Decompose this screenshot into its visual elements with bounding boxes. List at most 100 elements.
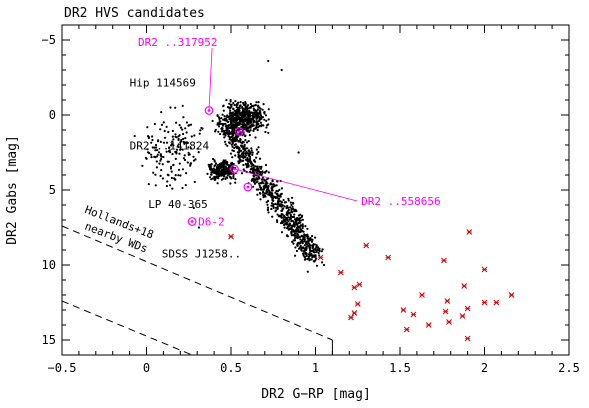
star-dot: [150, 153, 153, 156]
y-tick-label: 10: [42, 258, 56, 272]
star-dot: [308, 255, 311, 258]
star-dot: [251, 153, 254, 156]
star-dot: [242, 124, 245, 127]
star-dot: [301, 218, 304, 221]
star-dot: [305, 248, 308, 252]
star-dot: [231, 149, 234, 152]
star-dot: [178, 124, 181, 127]
hvs-candidate-cross: [351, 310, 358, 316]
star-dot: [280, 192, 283, 195]
star-dot: [156, 153, 159, 156]
star-dot: [284, 220, 287, 223]
star-dot: [231, 156, 234, 159]
star-dot: [244, 108, 247, 112]
star-dot: [315, 264, 319, 267]
star-dot: [167, 160, 170, 163]
star-dot: [185, 172, 188, 175]
star-dot: [229, 176, 232, 179]
star-dot: [301, 242, 304, 245]
star-dot: [166, 180, 169, 183]
star-dot: [225, 124, 228, 127]
star-dot: [265, 126, 268, 129]
star-dot: [182, 140, 185, 144]
hvs-candidate-cross: [461, 283, 468, 289]
hvs-candidate-cross: [464, 335, 471, 342]
star-dot: [217, 177, 220, 180]
star-dot: [206, 172, 209, 175]
star-dot: [313, 260, 316, 263]
star-dot: [225, 99, 228, 102]
star-dot: [230, 135, 233, 139]
star-dot: [250, 165, 253, 168]
star-dot: [222, 104, 225, 107]
star-dot: [260, 116, 263, 119]
star-dot: [300, 234, 303, 237]
star-dot: [296, 223, 299, 226]
star-dot: [265, 170, 268, 173]
star-dot: [267, 108, 270, 111]
star-dot: [241, 140, 244, 143]
star-dot: [299, 238, 302, 241]
star-dot: [263, 118, 266, 121]
star-dot: [246, 152, 250, 155]
star-dot: [295, 249, 298, 253]
star-dot: [193, 134, 196, 137]
star-dot: [238, 107, 241, 110]
star-dot: [275, 184, 278, 187]
star-dot: [267, 211, 270, 214]
star-dot: [280, 231, 284, 234]
star-dot: [283, 226, 286, 229]
star-dot: [276, 190, 279, 193]
star-dot: [299, 213, 302, 216]
star-dot: [234, 100, 237, 103]
star-dot: [252, 167, 255, 170]
star-dot: [155, 155, 158, 158]
star-dot: [282, 218, 285, 221]
star-dot: [250, 117, 253, 120]
star-dot: [295, 228, 298, 231]
star-dot: [287, 225, 290, 228]
star-dot: [264, 114, 268, 117]
star-dot: [228, 112, 231, 115]
star-dot: [298, 230, 301, 233]
star-dot: [271, 199, 274, 202]
star-dot: [217, 125, 221, 128]
star-dot: [311, 234, 314, 238]
star-dot: [256, 193, 259, 196]
star-dot: [232, 175, 235, 178]
star-dot: [284, 222, 287, 226]
star-dot: [272, 183, 275, 186]
star-dot: [291, 205, 294, 208]
star-dot: [193, 180, 196, 183]
star-dot: [229, 109, 232, 112]
star-dot: [232, 176, 235, 180]
star-dot: [218, 174, 221, 178]
star-dot: [265, 190, 268, 193]
star-dot: [172, 144, 175, 147]
star-dot: [306, 258, 309, 261]
star-dot: [262, 103, 265, 106]
star-dot: [180, 139, 183, 142]
star-dot: [253, 182, 257, 185]
star-dot: [256, 170, 259, 173]
star-dot: [177, 168, 181, 171]
star-dot: [268, 194, 271, 197]
star-dot: [234, 181, 237, 184]
x-tick-label: 1.5: [389, 361, 411, 375]
annotation-label: LP 40-365: [148, 198, 208, 211]
star-dot: [133, 134, 136, 138]
star-dot: [184, 127, 187, 130]
star-dot: [232, 107, 235, 111]
star-dot: [270, 204, 273, 207]
star-dot: [302, 230, 305, 233]
star-dot: [301, 240, 304, 243]
star-dot: [299, 216, 302, 220]
star-dot: [244, 101, 247, 104]
y-axis-title: DR2 Gabs [mag]: [5, 135, 20, 245]
star-dot: [233, 146, 236, 149]
star-dot: [224, 134, 227, 137]
star-dot: [167, 130, 170, 134]
star-dot: [237, 117, 240, 120]
hvs-candidate-cross: [441, 257, 447, 264]
star-dot: [183, 158, 187, 162]
